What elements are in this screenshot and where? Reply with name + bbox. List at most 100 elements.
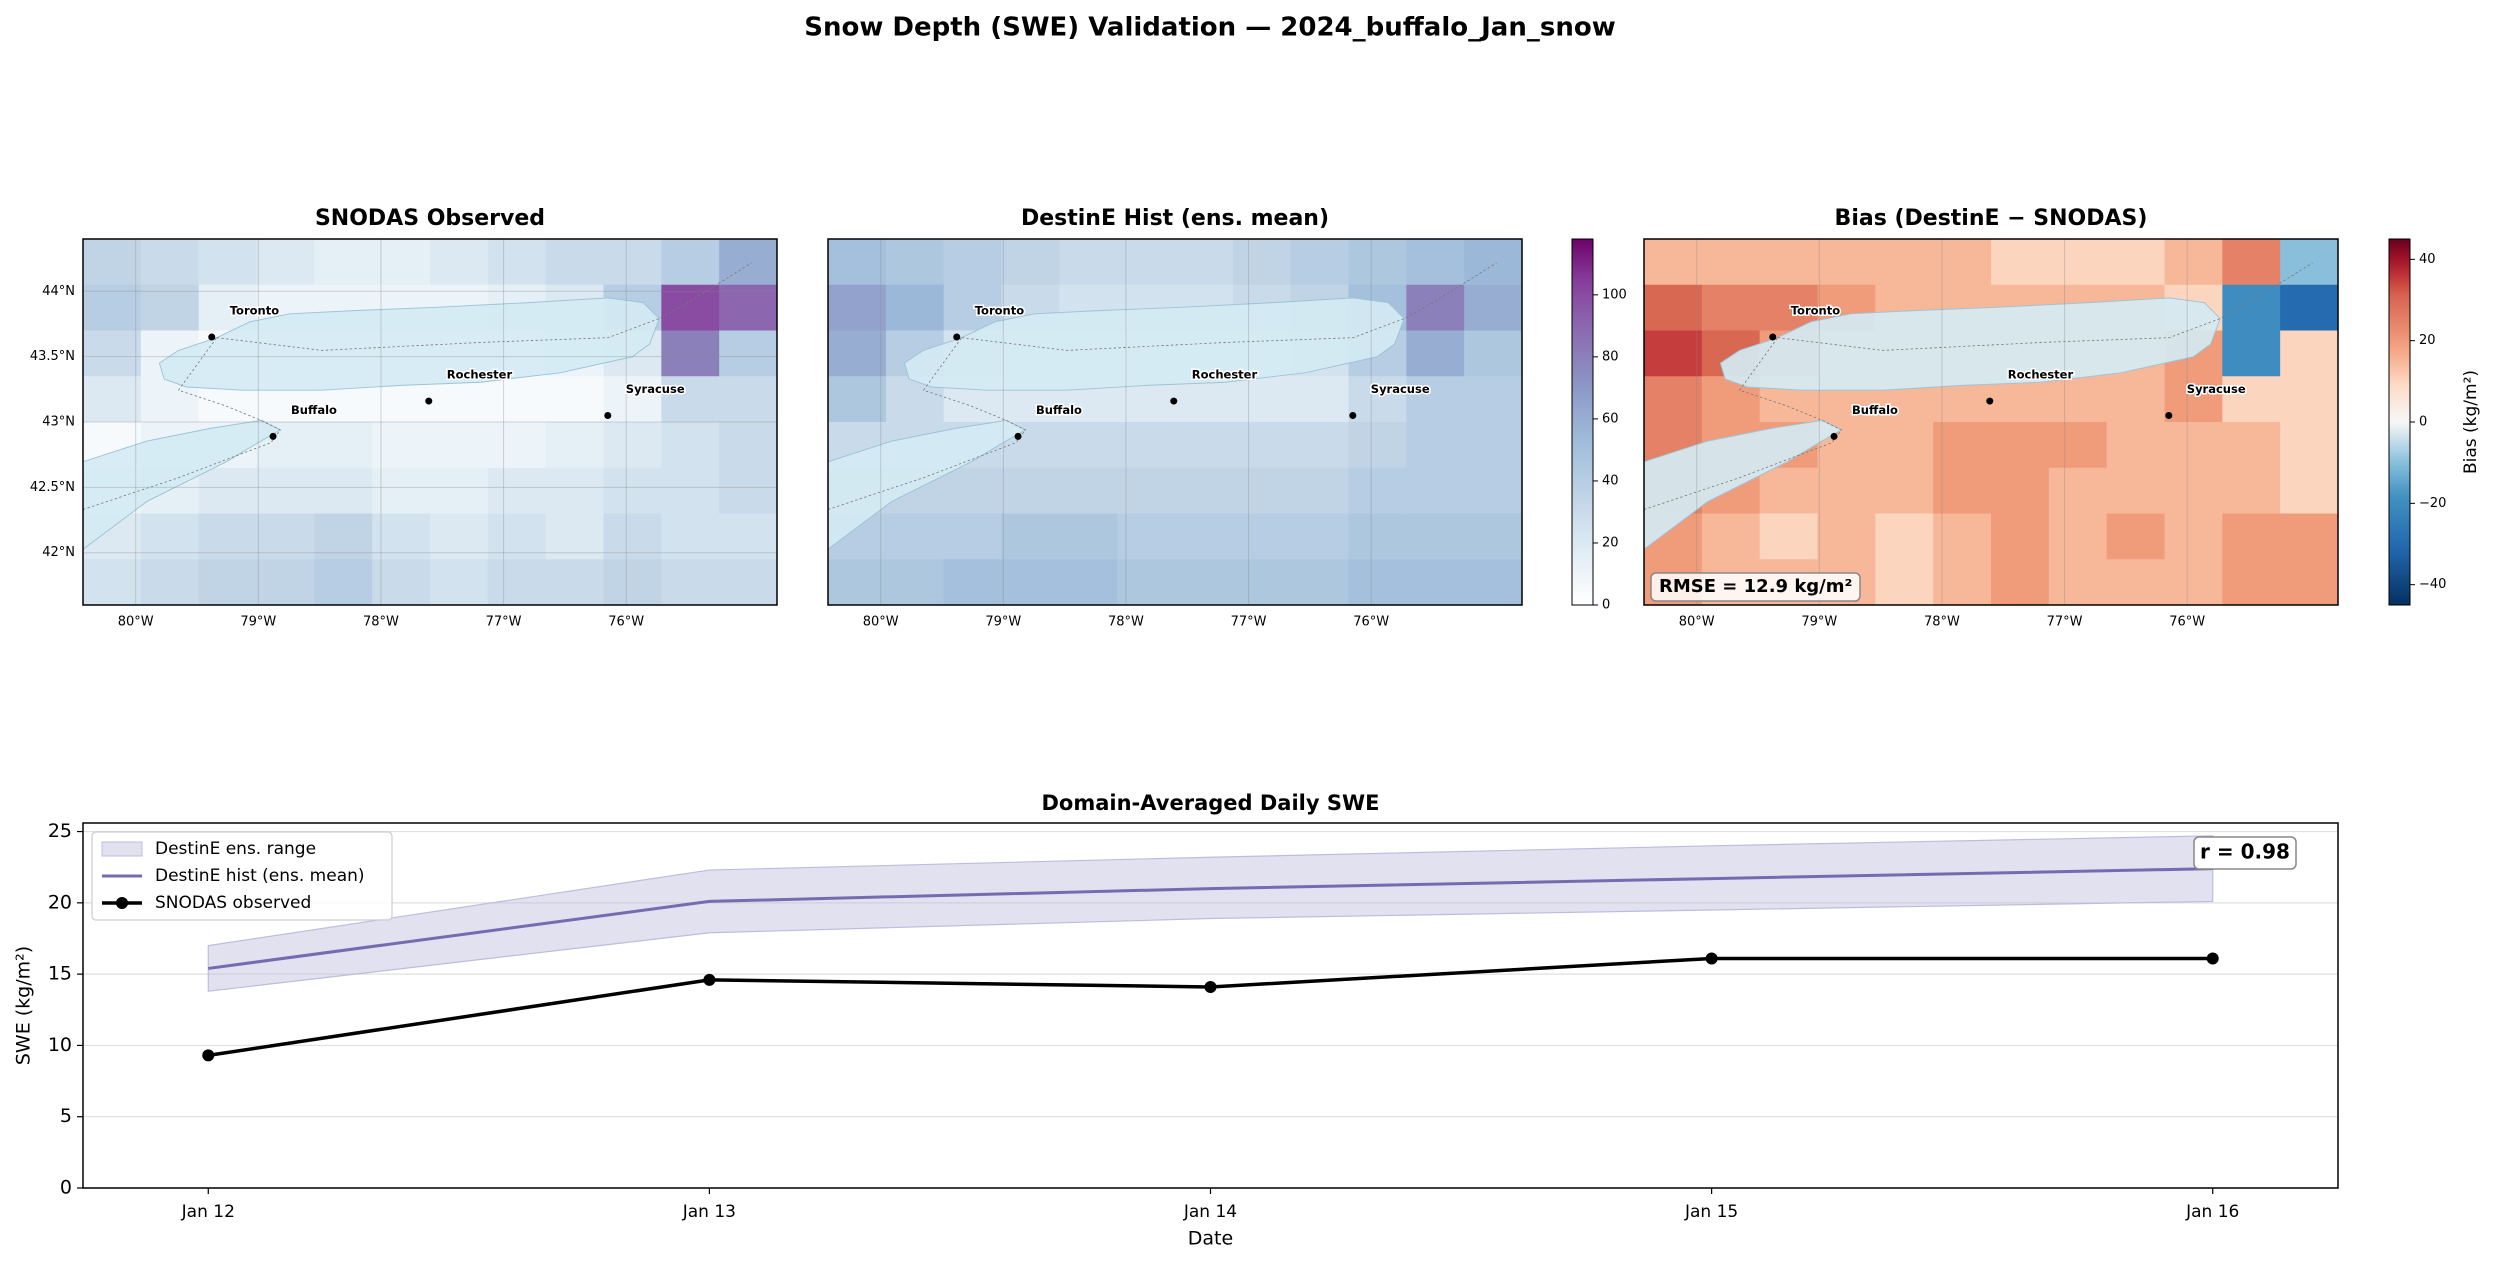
heat-cell	[1175, 513, 1234, 560]
line-panel: 0 5 10 15 20 25 Jan 12 Jan 13 Jan 14 Jan 15 Jan 16…	[13, 791, 2339, 1250]
city-marker	[1349, 411, 1357, 419]
border	[827, 262, 1497, 510]
heat-cell	[1406, 284, 1465, 331]
legend-label: DestinE hist (ens. mean)	[155, 866, 365, 886]
heat-cell	[487, 422, 547, 469]
x-tick-label: Jan 16	[2185, 1202, 2239, 1222]
heat-cell	[314, 422, 373, 469]
heat-cell	[1991, 467, 2050, 514]
x-tick-label: 78°W	[1924, 615, 1960, 630]
colorbar-tick-label: −20	[2419, 496, 2446, 511]
panel-frame	[827, 238, 1523, 606]
heat-cell	[1001, 513, 1060, 560]
y-tick-label: 42.5°N	[30, 480, 75, 495]
heat-cell	[83, 376, 142, 423]
x-tick-label: 79°W	[1801, 615, 1837, 630]
heat-cell	[661, 239, 720, 286]
heat-cell	[1464, 559, 1523, 606]
heat-cell	[1117, 513, 1176, 560]
heat-cell	[545, 376, 604, 423]
heat-cell	[314, 559, 373, 606]
heat-cell	[2280, 330, 2339, 377]
heat-cell	[719, 513, 778, 560]
heat-cell	[1644, 376, 1703, 423]
city-marker	[1830, 432, 1838, 440]
heat-cell	[2222, 467, 2281, 514]
heat-cell	[487, 513, 547, 560]
heat-cell	[828, 330, 887, 377]
heat-cell	[2280, 239, 2339, 286]
colorbar-tick-label: 0	[2419, 415, 2427, 430]
heat-cell	[545, 239, 604, 286]
y-tick-label: 20	[48, 891, 72, 913]
heat-cell	[661, 467, 720, 514]
heat-cell	[545, 513, 604, 560]
heat-cell	[2222, 330, 2281, 377]
city-label: Rochester	[1192, 368, 1258, 382]
heat-cell	[1175, 422, 1234, 469]
heat-cell	[943, 239, 1002, 286]
heat-cell	[603, 513, 662, 560]
lake-erie	[82, 419, 282, 551]
city-label: Buffalo	[1852, 403, 1898, 417]
heat-cell	[2222, 284, 2281, 331]
x-tick-label: 79°W	[985, 615, 1021, 630]
lake-ontario	[158, 297, 660, 391]
heat-cell	[719, 376, 778, 423]
heat-cell	[2280, 513, 2339, 560]
heat-cell	[314, 467, 373, 514]
y-axis-label: SWE (kg/m²)	[13, 946, 35, 1065]
city-label: Rochester	[447, 368, 513, 382]
heat-cell	[2106, 559, 2165, 606]
city-label: Toronto	[975, 304, 1024, 318]
heat-cell	[1232, 467, 1292, 514]
city-marker	[1014, 432, 1022, 440]
lake-erie	[1643, 419, 1843, 551]
series-marker	[202, 1049, 215, 1062]
heat-cell	[603, 467, 662, 514]
heat-cell	[1933, 422, 1992, 469]
heat-cell	[430, 513, 489, 560]
city-marker	[208, 333, 216, 341]
heat-cell	[661, 330, 720, 377]
heat-cell	[2106, 422, 2165, 469]
heat-cell	[1406, 422, 1465, 469]
y-tick-label: 10	[48, 1034, 72, 1056]
y-tick-label: 15	[48, 963, 72, 985]
heat-cell	[1059, 422, 1118, 469]
heat-cell	[1117, 467, 1176, 514]
x-tick-label: 80°W	[118, 615, 154, 630]
legend-swatch	[101, 841, 143, 857]
x-tick-label: 77°W	[486, 615, 522, 630]
city-label: Buffalo	[1036, 403, 1082, 417]
heat-cell	[372, 513, 431, 560]
city-label: Syracuse	[2187, 382, 2246, 396]
lake-erie	[827, 419, 1027, 551]
heat-cell	[198, 239, 257, 286]
heat-cell	[661, 422, 720, 469]
city-marker	[953, 333, 961, 341]
series-line	[208, 867, 2213, 970]
heat-cell	[1406, 467, 1465, 514]
heat-cell	[487, 376, 547, 423]
heat-cell	[1817, 513, 1876, 560]
heat-cell	[1232, 559, 1292, 606]
lakes	[827, 262, 1497, 551]
heat-cell	[1991, 513, 2050, 560]
heat-cell	[719, 239, 778, 286]
panel-frame	[82, 238, 778, 606]
colorbar	[2388, 238, 2411, 606]
heat-cell	[83, 330, 142, 377]
city-label: Toronto	[230, 304, 279, 318]
heat-cell	[430, 422, 489, 469]
heat-cell	[1464, 376, 1523, 423]
city-marker	[1769, 333, 1777, 341]
heat-cell	[2280, 467, 2339, 514]
heat-cell	[198, 467, 257, 514]
heat-cell	[1348, 467, 1407, 514]
heat-cell	[1933, 467, 1992, 514]
heat-cell	[2222, 422, 2281, 469]
heat-cell	[885, 239, 945, 286]
colorbar-tick-label: 0	[1602, 598, 1610, 613]
